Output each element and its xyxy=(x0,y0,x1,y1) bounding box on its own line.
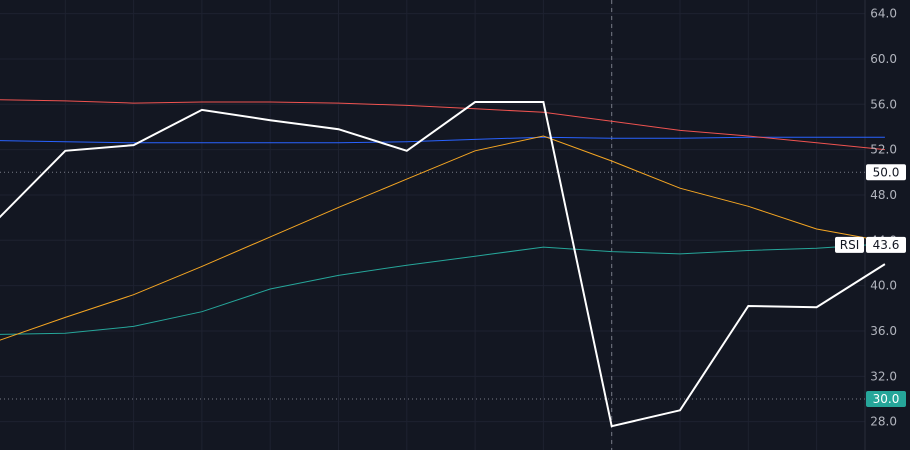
y-tick-label: 32.0 xyxy=(870,369,897,383)
rsi-value-tag-label: 43.6 xyxy=(873,238,900,252)
y-tick-label: 36.0 xyxy=(870,324,897,338)
rsi-value-tag-bg xyxy=(866,236,906,253)
y-tick-label: 28.0 xyxy=(870,415,897,429)
grid-lines xyxy=(0,0,866,450)
lower-level-tag-bg xyxy=(866,390,906,407)
series-line-blue xyxy=(0,136,885,144)
lower-level-tag-label: 30.0 xyxy=(873,392,900,406)
series-line-teal xyxy=(0,243,885,335)
y-tick-label: 64.0 xyxy=(870,7,897,21)
y-tick-label: 52.0 xyxy=(870,143,897,157)
series-line-rsi xyxy=(0,101,886,428)
y-tick-label: 56.0 xyxy=(870,97,897,111)
y-tick-label: 48.0 xyxy=(870,188,897,202)
y-tick-label: 60.0 xyxy=(870,52,897,66)
upper-level-tag-label: 50.0 xyxy=(873,165,900,179)
series-line-orange xyxy=(0,135,885,341)
upper-level-tag-bg xyxy=(866,164,906,181)
axis-tags: 50.0 30.0 RSI 43.6 xyxy=(835,164,906,407)
level-lines xyxy=(0,171,865,400)
rsi-name-tag-bg xyxy=(835,236,864,253)
series-lines xyxy=(0,99,886,428)
series-line-red xyxy=(0,99,885,151)
rsi-name-tag-label: RSI xyxy=(840,238,860,252)
y-tick-label: 40.0 xyxy=(870,279,897,293)
